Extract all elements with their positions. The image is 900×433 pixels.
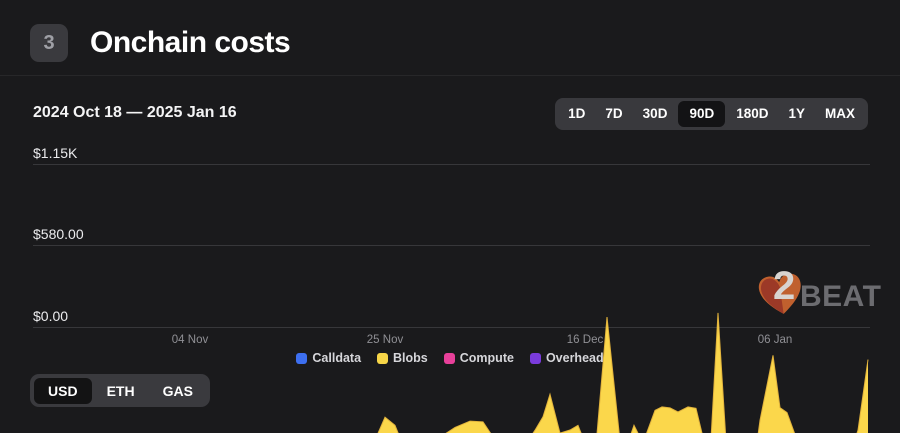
overhead-swatch-icon: [529, 352, 541, 364]
unit-gas[interactable]: GAS: [150, 379, 206, 403]
header-divider: [0, 75, 900, 76]
date-range-label: 2024 Oct 18 — 2025 Jan 16: [33, 104, 237, 121]
stacked-area-plot: [377, 312, 869, 433]
panel-header: 3 Onchain costs: [30, 24, 291, 62]
blobs-swatch-icon: [377, 352, 389, 364]
l2beat-logo-text: BEAT: [800, 280, 882, 313]
unit-eth[interactable]: ETH: [94, 379, 148, 403]
legend-item-calldata: Calldata: [296, 351, 361, 365]
unit-selector[interactable]: USD ETH GAS: [30, 374, 210, 407]
y-axis-label: $1.15K: [33, 145, 78, 162]
legend-item-blobs: Blobs: [377, 351, 428, 365]
time-range-90d[interactable]: 90D: [678, 101, 726, 127]
time-range-1y[interactable]: 1Y: [779, 102, 814, 126]
compute-swatch-icon: [443, 352, 455, 364]
y-axis-label: $580.00: [33, 226, 84, 242]
y-axis-label: $0.00: [33, 308, 69, 324]
time-range-selector[interactable]: 1D 7D 30D 90D 180D 1Y MAX: [555, 98, 868, 130]
chart-legend: Calldata Blobs Compute Overhead: [0, 351, 900, 365]
legend-label: Overhead: [545, 351, 604, 365]
legend-label: Blobs: [393, 351, 428, 365]
time-range-30d[interactable]: 30D: [634, 102, 677, 126]
gridline: [33, 245, 870, 246]
x-axis-label: 25 Nov: [366, 334, 404, 346]
onchain-costs-chart: $1.15K $580.00 $0.00 04 Nov 25 Nov 16 Dec 06 …: [0, 140, 900, 433]
time-range-7d[interactable]: 7D: [596, 102, 631, 126]
l2beat-watermark: 2 BEAT: [756, 266, 882, 320]
x-axis-label: 06 Jan: [757, 334, 793, 346]
unit-usd[interactable]: USD: [34, 377, 92, 404]
calldata-swatch-icon: [296, 352, 308, 364]
l2beat-logo-2: 2: [773, 264, 796, 308]
time-range-max[interactable]: MAX: [816, 102, 864, 126]
legend-item-overhead: Overhead: [529, 351, 604, 365]
page-title: Onchain costs: [90, 26, 291, 59]
legend-label: Compute: [459, 351, 514, 365]
legend-item-compute: Compute: [443, 351, 514, 365]
time-range-1d[interactable]: 1D: [559, 102, 594, 126]
time-range-180d[interactable]: 180D: [727, 102, 777, 126]
l2beat-heart-icon: 2: [756, 266, 806, 320]
gridline: [33, 164, 870, 166]
x-axis-label: 16 Dec: [566, 334, 604, 346]
x-axis-label: 04 Nov: [171, 334, 209, 346]
section-number-badge: 3: [30, 24, 68, 62]
legend-label: Calldata: [312, 351, 362, 365]
gridline: [33, 327, 870, 328]
